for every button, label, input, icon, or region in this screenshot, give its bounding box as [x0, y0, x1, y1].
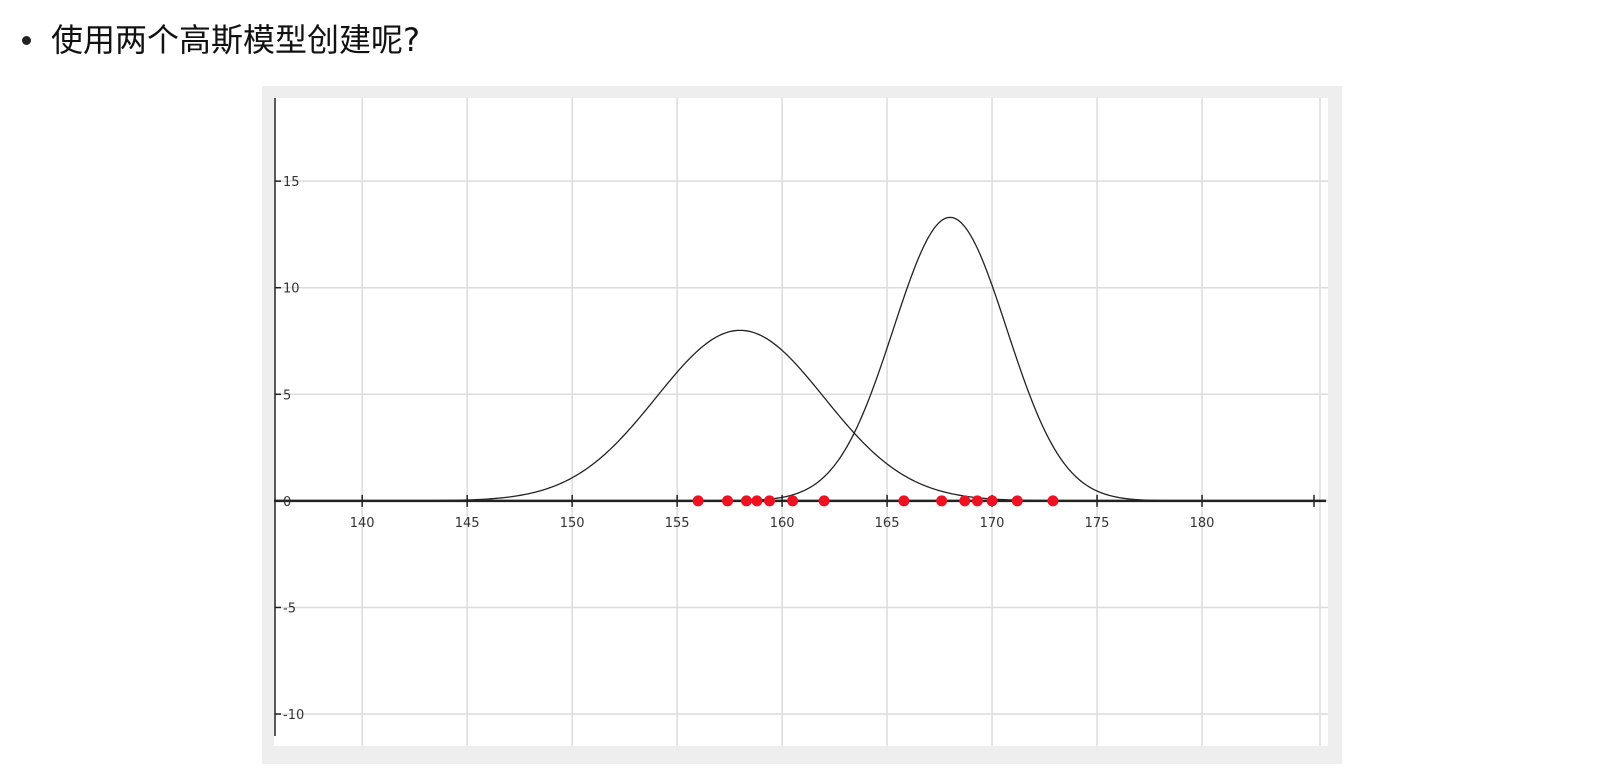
y-tick-label: -5 [283, 601, 296, 616]
data-point [722, 495, 734, 507]
ticks: 140 145 150 155 160 165 170 175 180 -10 -5 0 5 10 15 [275, 175, 1214, 723]
axes [274, 98, 1326, 736]
data-point [764, 495, 776, 507]
bullet-dot-icon [22, 35, 31, 45]
data-point [898, 495, 910, 507]
data-point [971, 495, 983, 507]
x-tick-label: 175 [1085, 516, 1110, 531]
x-tick-label: 160 [770, 516, 795, 531]
chart-svg: 140 145 150 155 160 165 170 175 180 -10 -5 0 5 10 15 [274, 98, 1328, 746]
x-tick-label: 145 [455, 516, 480, 531]
y-tick-label: 0 [283, 495, 291, 510]
y-tick-label: -10 [283, 708, 304, 723]
y-tick-label: 5 [283, 388, 291, 403]
x-tick-label: 165 [875, 516, 900, 531]
data-point [692, 495, 704, 507]
y-tick-label: 15 [283, 175, 300, 190]
data-point [936, 495, 948, 507]
bullet-item: 使用两个高斯模型创建呢? [22, 14, 420, 66]
chart-frame: 140 145 150 155 160 165 170 175 180 -10 -5 0 5 10 15 [262, 86, 1342, 764]
y-tick-label: 10 [283, 282, 300, 297]
data-point [740, 495, 752, 507]
x-tick-label: 155 [665, 516, 690, 531]
x-tick-label: 140 [350, 516, 375, 531]
data-point [1011, 495, 1023, 507]
bullet-text: 使用两个高斯模型创建呢? [51, 21, 420, 59]
plot-area [274, 98, 1328, 746]
x-tick-label: 170 [980, 516, 1005, 531]
data-point [959, 495, 971, 507]
data-points [692, 495, 1059, 507]
data-point [986, 495, 998, 507]
data-point [1047, 495, 1059, 507]
data-point [751, 495, 763, 507]
data-point [787, 495, 799, 507]
x-tick-label: 150 [560, 516, 585, 531]
data-point [818, 495, 830, 507]
x-tick-label: 180 [1190, 516, 1215, 531]
